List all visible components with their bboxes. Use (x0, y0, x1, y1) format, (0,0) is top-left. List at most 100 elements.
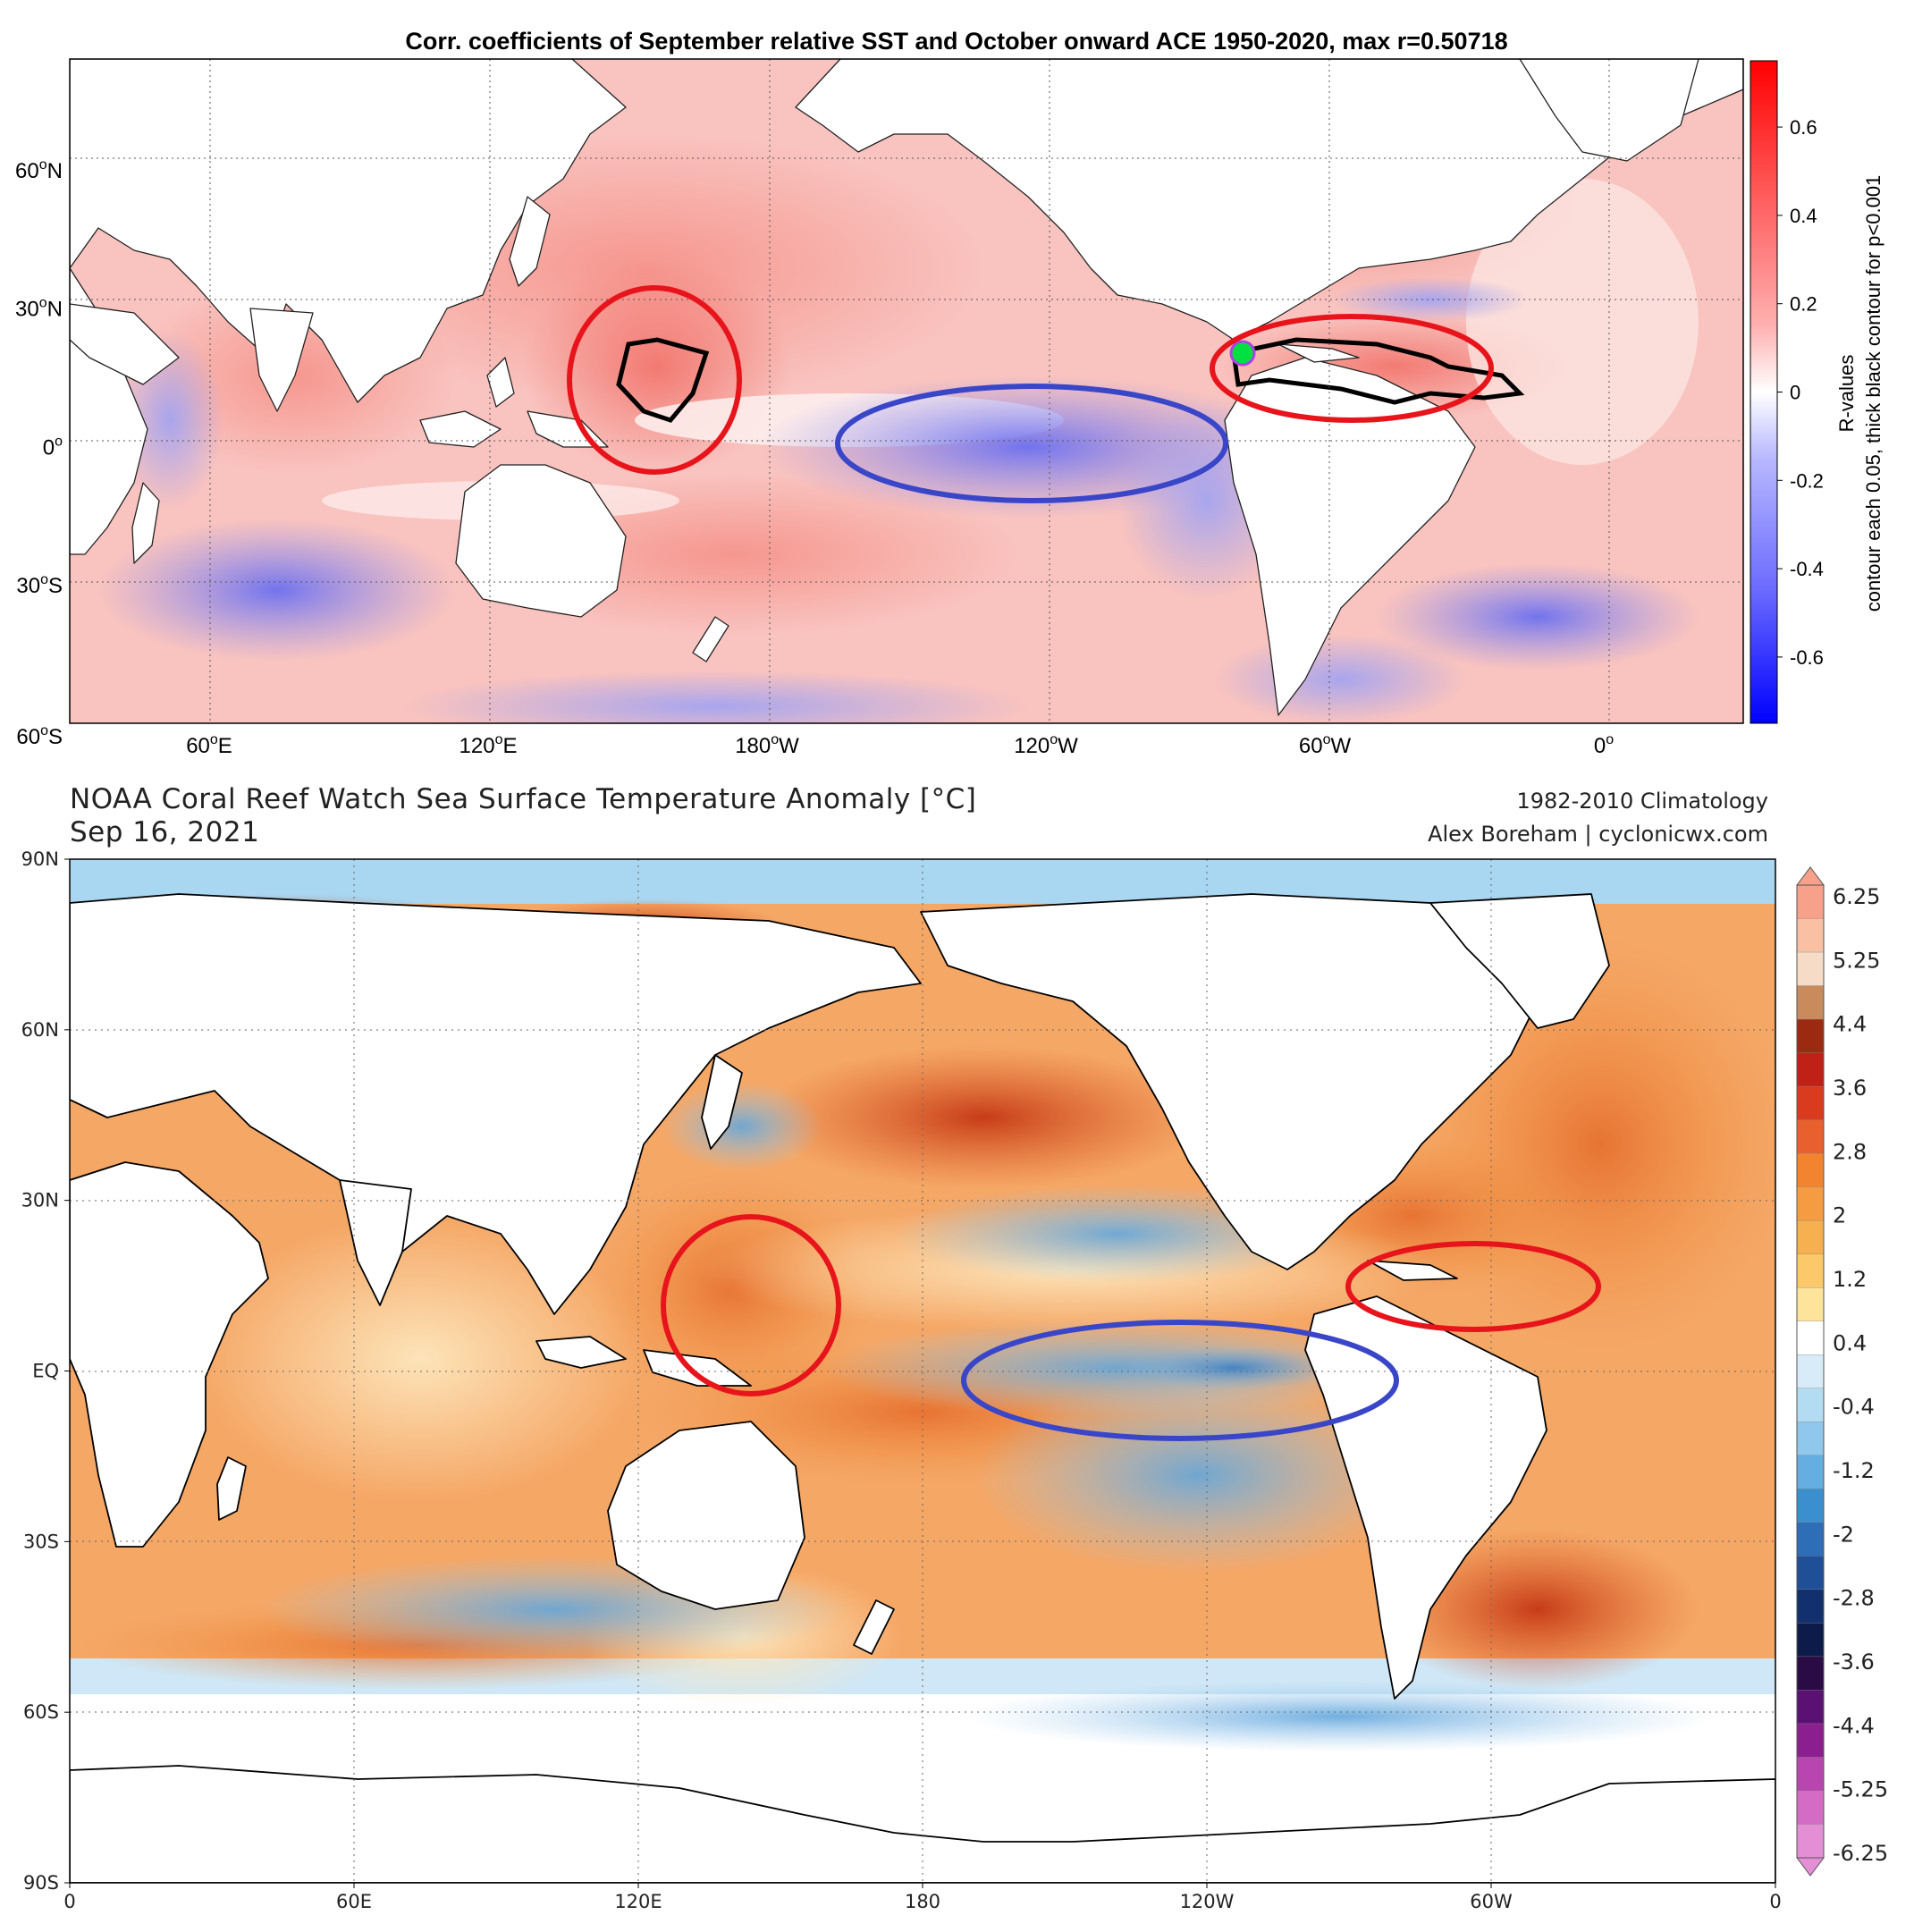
top-map-title: Corr. coefficients of September relative… (405, 28, 1507, 55)
top-lat-hemi: N (47, 298, 63, 322)
top-lat-deg: 0 (43, 435, 55, 460)
top-colorbar-tick-label: 0 (1790, 382, 1800, 404)
degree-symbol: o (495, 732, 503, 747)
bottom-lat-label: 60N (21, 1019, 59, 1041)
bottom-colorbar-cell (1796, 1219, 1825, 1255)
top-lon-label: 60oW (1299, 732, 1352, 758)
bottom-colorbar-tick-label: 3.6 (1833, 1076, 1867, 1101)
bottom-colorbar-cell (1796, 1656, 1825, 1692)
bottom-lat-label: 30S (23, 1531, 59, 1552)
bottom-lat-label: 90S (23, 1872, 59, 1894)
top-map-frame (69, 58, 1744, 724)
top-colorbar-tick-label: -0.4 (1790, 558, 1824, 580)
bottom-map-climatology: 1982-2010 Climatology (1516, 789, 1768, 814)
bottom-lat-label: 90N (21, 848, 59, 870)
degree-symbol: o (1050, 732, 1058, 747)
top-colorbar-tick-label: 0.4 (1790, 205, 1817, 227)
top-lat-hemi: N (47, 159, 63, 183)
top-lat-deg: 60 (16, 725, 40, 749)
degree-symbol: o (40, 723, 48, 738)
degree-symbol: o (40, 572, 48, 587)
top-lat-deg: 60 (15, 159, 39, 183)
bottom-colorbar-tick-label: 2 (1833, 1203, 1846, 1228)
bottom-colorbar-cell (1796, 1623, 1825, 1658)
bottom-colorbar-tick-label: 0.4 (1833, 1330, 1867, 1355)
bottom-map-field (70, 859, 1775, 1883)
bottom-lon-label: 180 (905, 1891, 940, 1912)
top-lat-hemi: S (48, 574, 63, 598)
top-lon-label: 0o (1594, 732, 1614, 758)
bottom-colorbar-tick-label: -2.8 (1833, 1586, 1875, 1611)
bottom-colorbar-cell (1796, 1522, 1825, 1557)
bottom-colorbar-cell (1796, 1186, 1825, 1221)
bottom-colorbar-cell (1796, 951, 1825, 987)
top-lat-label: 30oS (16, 572, 63, 598)
bottom-lon-label: 120E (614, 1891, 662, 1912)
bottom-colorbar-tick-label: -5.25 (1833, 1777, 1888, 1802)
bottom-lat-labels: 90N 60N 30N EQ 30S 60S 90S (21, 848, 70, 1894)
top-map-land (70, 59, 1743, 716)
degree-symbol: o (1323, 732, 1331, 747)
top-west-pacific-circle (567, 285, 742, 475)
bottom-colorbar-cell (1796, 1757, 1825, 1792)
bottom-lon-label: 0 (1769, 1891, 1781, 1912)
top-map-graticule (70, 59, 1743, 723)
degree-symbol: o (210, 732, 218, 747)
top-lat-label: 0o (43, 434, 63, 460)
top-caribbean-atlantic-ellipse (1210, 314, 1494, 423)
bottom-colorbar-cell (1796, 1690, 1825, 1725)
top-lat-label: 60oS (16, 723, 63, 749)
bottom-colorbar-cell (1796, 1556, 1825, 1590)
bottom-colorbar-cell (1796, 1253, 1825, 1288)
bottom-colorbar-ticks: 6.25 5.25 4.4 3.6 2.8 2 1.2 0.4 -0.4 -1.2 -2 -2.8 -3… (1833, 884, 1888, 1866)
top-colorbar: 0.6 0.4 0.2 0 -0.2 -0.4 -0.6 R-values contour … (1750, 60, 1884, 724)
bottom-colorbar-tick-label: -1.2 (1833, 1458, 1875, 1483)
bottom-colorbar-top-arrow (1796, 866, 1825, 886)
bottom-colorbar-cell (1796, 1152, 1825, 1188)
top-lon-deg: 120 (460, 734, 495, 758)
highlight-point-marker (1229, 340, 1256, 367)
bottom-lon-label: 60E (336, 1891, 372, 1912)
top-map: Corr. coefficients of September relative… (15, 28, 1884, 758)
top-colorbar-tick-label: -0.2 (1790, 469, 1824, 492)
top-lon-deg: 60 (186, 734, 210, 758)
bottom-map-date: Sep 16, 2021 (70, 816, 259, 848)
bottom-colorbar-cell (1796, 1723, 1825, 1759)
bottom-colorbar-tick-label: 2.8 (1833, 1139, 1867, 1164)
top-colorbar-label-1: R-values (1835, 355, 1858, 433)
bottom-colorbar-tick-label: -0.4 (1833, 1395, 1875, 1420)
bottom-lat-label: EQ (32, 1361, 59, 1382)
top-colorbar-tick-label: 0.6 (1790, 116, 1817, 139)
bottom-lon-labels: 0 60E 120E 180 120W 60W 0 (63, 1883, 1782, 1912)
bottom-central-pacific-ellipse (961, 1320, 1399, 1441)
bottom-colorbar-cell (1796, 918, 1825, 953)
top-colorbar-ticks: 0.6 0.4 0.2 0 -0.2 -0.4 -0.6 (1777, 116, 1824, 669)
top-lon-deg: 120 (1014, 734, 1050, 758)
top-map-field (70, 59, 1743, 723)
top-colorbar-tick-label: -0.6 (1790, 646, 1824, 669)
bottom-lon-label: 60W (1470, 1891, 1513, 1912)
top-lon-deg: 0 (1594, 734, 1606, 758)
top-lon-label: 120oW (1014, 732, 1078, 758)
top-colorbar-tick-label: 0.2 (1790, 293, 1817, 316)
bottom-colorbar-cells (1796, 884, 1825, 1859)
bottom-lon-label: 0 (63, 1891, 75, 1912)
top-lat-deg: 30 (15, 298, 39, 322)
bottom-colorbar-bottom-arrow (1796, 1857, 1825, 1877)
top-lon-label: 180oW (735, 732, 799, 758)
bottom-colorbar-cell (1796, 1589, 1825, 1624)
bottom-colorbar-cell (1796, 1489, 1825, 1523)
top-lat-deg: 30 (16, 574, 40, 598)
top-lon-label: 120oE (460, 732, 518, 758)
degree-symbol: o (39, 296, 47, 311)
top-central-pacific-ellipse (835, 384, 1228, 503)
bottom-colorbar-cell (1796, 1119, 1825, 1154)
bottom-colorbar-tick-label: 5.25 (1833, 948, 1880, 973)
bottom-map-title: NOAA Coral Reef Watch Sea Surface Temper… (70, 783, 976, 815)
bottom-colorbar-cell (1796, 1018, 1825, 1054)
bottom-lon-label: 120W (1180, 1891, 1235, 1912)
top-lon-hemi: W (1058, 734, 1078, 758)
